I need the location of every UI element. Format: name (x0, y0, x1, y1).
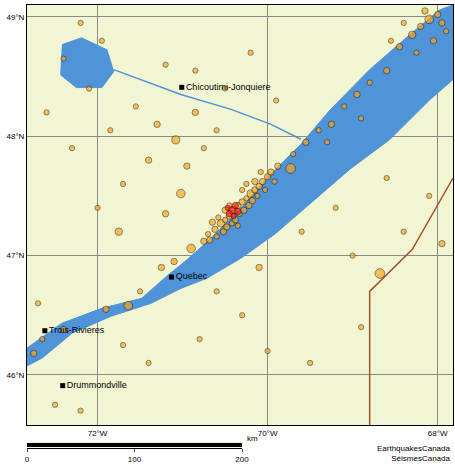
svg-text:68°W: 68°W (428, 429, 448, 438)
svg-text:0: 0 (25, 455, 30, 464)
svg-text:EarthquakesCanadaSéismesCanada: EarthquakesCanadaSéismesCanada (377, 444, 451, 463)
svg-text:km: km (247, 434, 258, 443)
svg-text:49°N: 49°N (7, 13, 25, 22)
svg-text:Chicoutimi-Jonquiere: Chicoutimi-Jonquiere (186, 82, 271, 92)
svg-text:70°W: 70°W (258, 429, 278, 438)
svg-text:Trois-Rivieres: Trois-Rivieres (49, 325, 105, 335)
svg-text:Quebec: Quebec (176, 271, 208, 281)
svg-text:Drummondville: Drummondville (67, 380, 127, 390)
svg-text:100: 100 (128, 455, 142, 464)
svg-text:48°N: 48°N (7, 132, 25, 141)
svg-text:72°W: 72°W (88, 429, 108, 438)
svg-text:46°N: 46°N (7, 371, 25, 380)
svg-text:47°N: 47°N (7, 251, 25, 260)
svg-text:200: 200 (235, 455, 249, 464)
